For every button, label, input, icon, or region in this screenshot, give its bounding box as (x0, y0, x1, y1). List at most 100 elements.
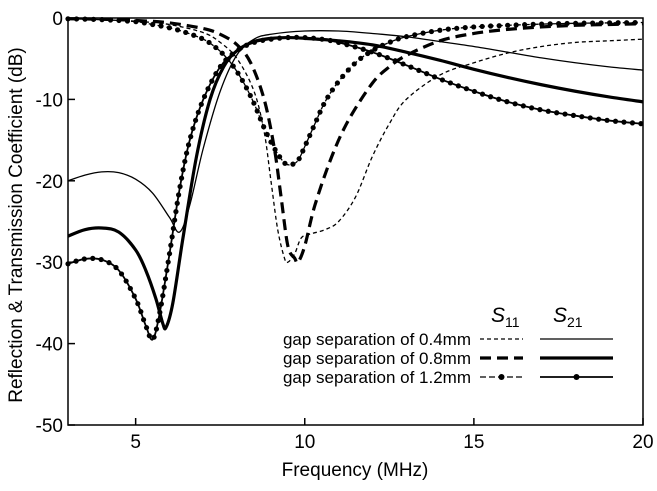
series-marker (408, 64, 414, 70)
series-marker (158, 23, 164, 29)
series-marker (303, 140, 309, 146)
series-marker (127, 285, 133, 292)
series-marker (153, 326, 160, 332)
series-marker (176, 192, 182, 198)
series-marker (217, 63, 224, 70)
series-marker (327, 37, 333, 44)
series-marker (547, 21, 553, 27)
series-marker (172, 217, 178, 223)
x-tick-label: 10 (294, 432, 315, 453)
series-marker (351, 61, 357, 67)
series-marker (607, 20, 613, 26)
series-marker (150, 21, 156, 28)
series-marker (161, 284, 167, 290)
series-marker (213, 44, 219, 51)
y-tick-label: -10 (36, 90, 63, 111)
series-line-0.4mm-s21 (67, 30, 644, 233)
x-axis-title: Frequency (MHz) (282, 460, 429, 481)
series-marker (471, 88, 478, 95)
series-marker (522, 22, 528, 28)
series-marker (384, 55, 390, 61)
series-marker (285, 34, 291, 41)
y-tick-label: -30 (36, 253, 63, 274)
series-marker (183, 29, 189, 36)
series-marker (170, 225, 176, 232)
series-marker (379, 42, 386, 48)
series-marker (155, 318, 161, 324)
legend-swatch-marker (573, 374, 580, 380)
series-marker (439, 77, 446, 83)
series-marker (545, 108, 551, 114)
series-marker (317, 109, 323, 115)
series-marker (612, 118, 619, 124)
x-tick-label: 5 (130, 432, 141, 453)
series-marker (455, 83, 461, 89)
x-tick-label: 20 (632, 432, 653, 453)
series-marker (268, 139, 274, 145)
series-marker (496, 23, 502, 29)
series-marker (329, 87, 336, 93)
legend-swatch-marker (498, 374, 505, 380)
series-marker (300, 148, 306, 154)
axis-ticks: 5 10 15 20 0 -10 -20 -30 -40 -50 (36, 9, 654, 453)
series-marker (570, 112, 577, 118)
series-marker (319, 36, 325, 42)
series-marker (479, 91, 486, 97)
series-marker (182, 158, 188, 165)
series-marker (192, 117, 199, 123)
series-marker (556, 21, 562, 27)
series-marker (596, 116, 602, 122)
series-marker (488, 94, 494, 100)
series-marker (276, 35, 283, 41)
series-marker (505, 22, 511, 28)
series-marker (173, 209, 179, 215)
series-marker (344, 42, 350, 48)
series-marker (562, 111, 568, 117)
series-marker (251, 100, 257, 106)
series-marker (376, 52, 382, 58)
series-marker (254, 108, 260, 114)
series-marker (290, 161, 296, 167)
series-line-0.8mm-s11 (67, 17, 644, 265)
series-marker (209, 78, 215, 84)
series-marker (140, 317, 147, 323)
series-marker (174, 27, 181, 33)
series-marker (190, 125, 196, 132)
series-marker (372, 46, 378, 52)
series-marker (416, 67, 422, 73)
series-marker (205, 86, 211, 92)
series-marker (352, 44, 358, 50)
series-marker (579, 114, 585, 120)
series-marker (624, 20, 630, 26)
series-marker (345, 67, 351, 73)
series-marker (135, 301, 141, 307)
series-marker (191, 32, 197, 38)
series-marker (573, 20, 579, 26)
series-marker (247, 92, 253, 99)
series-marker (162, 276, 169, 282)
series-marker (431, 74, 438, 80)
series-marker (554, 110, 560, 116)
series-marker (513, 22, 519, 28)
series-marker (165, 259, 171, 265)
series-marker (243, 42, 250, 48)
series-marker (424, 71, 430, 77)
series-marker (447, 80, 454, 86)
series-marker (243, 85, 250, 91)
series-marker (164, 267, 170, 274)
series-marker (180, 167, 186, 173)
series-marker (445, 26, 451, 32)
legend-row-0-label: gap separation of 0.4mm (283, 330, 471, 349)
series-marker (504, 99, 510, 105)
x-tick-label: 15 (463, 432, 484, 453)
series-marker (604, 117, 610, 123)
series-marker (412, 32, 418, 38)
series-marker (334, 80, 341, 86)
series-marker (206, 39, 212, 46)
series-marker (564, 20, 570, 27)
y-tick-label: -20 (36, 172, 63, 193)
series-marker (310, 125, 316, 131)
series-marker (537, 107, 543, 113)
series-marker (581, 20, 587, 26)
series-marker (106, 260, 112, 266)
